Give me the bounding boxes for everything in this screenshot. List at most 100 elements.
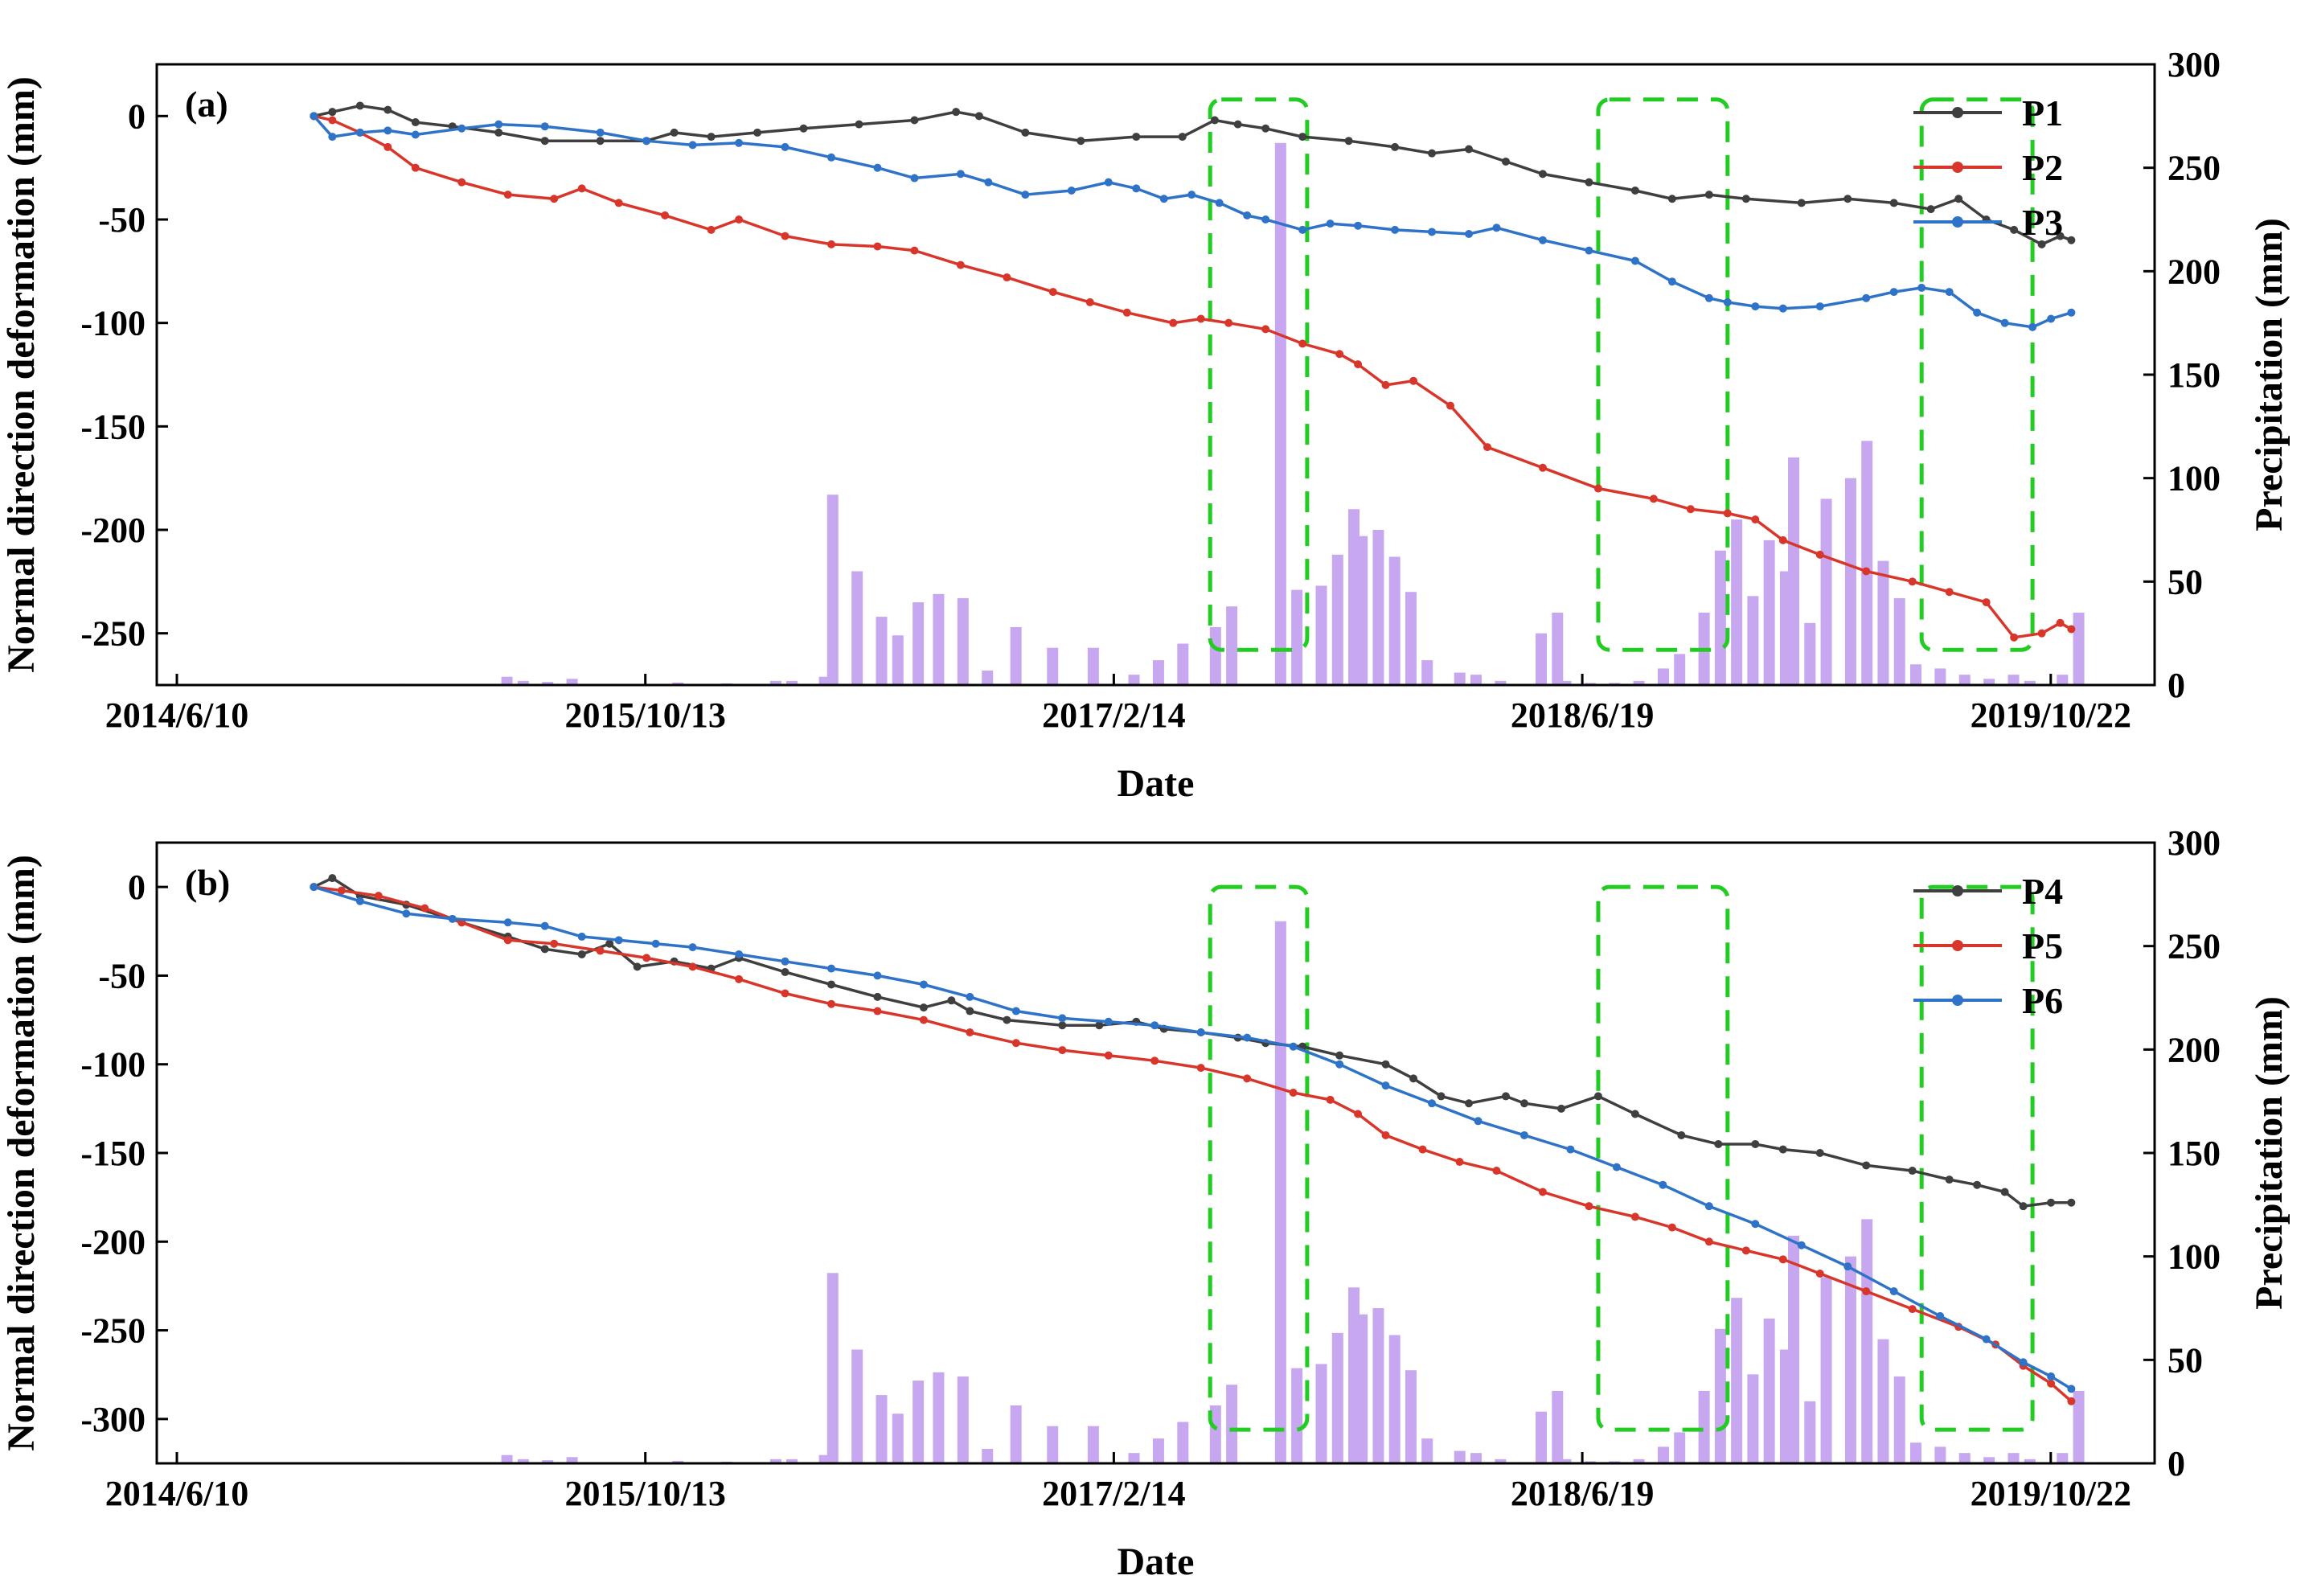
- precipitation-bar: [1226, 606, 1238, 685]
- series-point-p2: [1003, 273, 1011, 282]
- series-point-p2: [826, 240, 835, 248]
- series-point-p6: [2019, 1358, 2028, 1367]
- series-point-p3: [1492, 224, 1501, 232]
- series-point-p3: [310, 112, 318, 121]
- series-point-p2: [1122, 308, 1131, 317]
- precipitation-bar: [1657, 1446, 1669, 1463]
- series-point-p3: [540, 122, 549, 131]
- series-point-p2: [1686, 505, 1695, 514]
- series-point-p1: [1391, 142, 1400, 151]
- legend-marker-p2: [1952, 162, 1963, 173]
- precipitation-bar: [1388, 1335, 1401, 1463]
- series-point-p5: [550, 939, 559, 948]
- series-point-p4: [966, 1007, 974, 1015]
- highlight-window-box: [1208, 884, 1310, 1432]
- precipitation-bar: [2073, 1390, 2085, 1463]
- x-tick-label: 2014/6/10: [105, 695, 248, 735]
- series-point-p6: [1243, 1033, 1252, 1042]
- series-point-p3: [1298, 225, 1307, 234]
- series-point-p3: [1021, 191, 1030, 199]
- precipitation-bar: [566, 1457, 578, 1463]
- series-point-p4: [2000, 1188, 2009, 1196]
- precipitation-bar: [1291, 1368, 1303, 1463]
- series-point-p2: [2056, 618, 2065, 627]
- precipitation-bar: [1893, 1376, 1905, 1463]
- series-point-p1: [596, 137, 605, 146]
- series-point-p2: [1751, 515, 1760, 524]
- series-point-p5: [420, 904, 429, 913]
- series-point-p2: [1723, 509, 1732, 518]
- series-point-p6: [355, 896, 364, 905]
- series-point-p5: [1585, 1202, 1593, 1211]
- series-point-p3: [328, 133, 337, 142]
- precipitation-bar: [1861, 441, 1873, 685]
- precipitation-bar: [501, 676, 513, 685]
- series-point-p5: [1011, 1039, 1020, 1048]
- series-point-p2: [1169, 318, 1178, 327]
- series-point-p5: [1354, 1110, 1363, 1118]
- series-point-p6: [1612, 1163, 1621, 1171]
- series-point-p3: [1538, 236, 1547, 244]
- series-point-p2: [1409, 376, 1418, 385]
- precipitation-bar: [957, 1376, 969, 1463]
- series-point-p5: [1150, 1056, 1159, 1065]
- series-point-p3: [735, 138, 744, 147]
- series-point-p3: [1630, 256, 1639, 265]
- series-point-p6: [688, 943, 697, 952]
- series-point-p5: [1630, 1212, 1639, 1221]
- series-point-p1: [411, 118, 420, 127]
- precipitation-bar: [1087, 647, 1099, 685]
- legend: P1 P2 P3: [1913, 92, 2063, 243]
- series-point-p2: [383, 142, 392, 151]
- series-point-p3: [1667, 277, 1676, 286]
- precipitation-bar: [1405, 592, 1417, 685]
- precipitation-bar: [1087, 1426, 1099, 1463]
- series-point-p5: [781, 989, 789, 998]
- series-point-p4: [1437, 1092, 1446, 1101]
- series-point-p6: [1659, 1180, 1667, 1189]
- precipitation-bar: [1356, 535, 1368, 685]
- highlight-window-box: [1208, 97, 1310, 652]
- series-point-p1: [1630, 186, 1639, 195]
- highlight-window-box: [1596, 884, 1730, 1432]
- left-tick-label: -200: [80, 511, 146, 550]
- series-point-p4: [1381, 1060, 1390, 1069]
- series-point-p2: [2037, 629, 2046, 638]
- series-point-p3: [355, 128, 364, 137]
- precipitation-bar: [786, 1459, 798, 1463]
- series-point-p1: [1132, 133, 1141, 142]
- precipitation-bar: [826, 494, 839, 685]
- series-point-p3: [596, 128, 605, 137]
- precipitation-bar: [1633, 1459, 1645, 1463]
- left-tick-label: 0: [128, 868, 146, 907]
- precipitation-bar: [1152, 660, 1164, 685]
- precipitation-bar: [1820, 498, 1832, 685]
- series-point-p3: [826, 153, 835, 162]
- precipitation-bar: [1893, 597, 1905, 685]
- series-point-p1: [1210, 116, 1219, 125]
- series-point-p6: [1751, 1220, 1760, 1229]
- series-point-p6: [1843, 1262, 1852, 1271]
- series-point-p5: [919, 1015, 928, 1024]
- left-tick-label: -50: [98, 200, 146, 240]
- right-tick-label: 200: [2167, 252, 2221, 291]
- series-point-p1: [1538, 170, 1547, 178]
- series-point-p6: [1011, 1007, 1020, 1015]
- series-point-p1: [355, 101, 364, 110]
- series-point-p6: [1428, 1099, 1437, 1108]
- precipitation-bar: [1388, 556, 1401, 685]
- series-point-p3: [910, 174, 919, 183]
- series-point-p1: [753, 128, 762, 137]
- highlight-window-box: [1596, 97, 1730, 652]
- series-point-p5: [374, 892, 383, 901]
- series-point-p4: [1501, 1092, 1510, 1101]
- precipitation-bar: [1128, 675, 1140, 685]
- series-point-p1: [670, 128, 679, 137]
- series-point-p6: [1150, 1021, 1159, 1030]
- precipitation-bar: [1877, 560, 1889, 685]
- x-tick-label: 2015/10/13: [564, 1474, 725, 1513]
- series-point-p6: [1797, 1241, 1806, 1249]
- series-point-p4: [1058, 1021, 1067, 1030]
- series-point-p2: [735, 215, 744, 224]
